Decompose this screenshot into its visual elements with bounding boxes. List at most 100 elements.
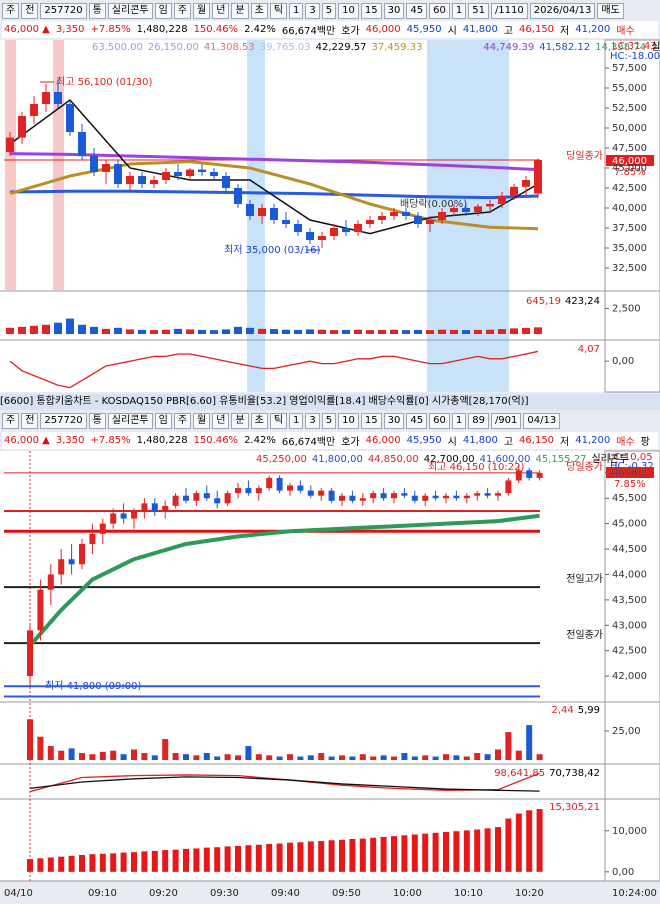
legend-entry: 45,155,27 — [536, 454, 587, 465]
legend-entry: 63,500.00 — [92, 42, 143, 53]
price-box — [606, 155, 654, 166]
toolbar-button[interactable]: 초 — [250, 412, 268, 429]
toolbar-button[interactable]: 통 — [88, 2, 106, 19]
toolbar-button[interactable]: 임 — [154, 2, 172, 19]
toolbar-button[interactable]: 15 — [360, 2, 382, 19]
toolbar-button[interactable]: 1 — [289, 412, 304, 429]
toolbar-button[interactable]: 10 — [338, 2, 359, 19]
toolbar-button[interactable]: 월 — [193, 2, 211, 19]
bar — [462, 330, 470, 334]
toolbar-button[interactable]: 3 — [305, 412, 320, 429]
toolbar-button[interactable]: 51 — [468, 2, 489, 19]
candle-body — [378, 216, 386, 220]
toolbar-button[interactable]: 2026/04/13 — [529, 2, 596, 19]
toolbar-button[interactable]: 실리콘투 — [107, 2, 153, 19]
legend-entry: 43,982.48 — [427, 42, 478, 53]
candle-body — [131, 510, 137, 519]
toolbar-button[interactable]: 매도 — [597, 2, 624, 19]
bar — [422, 833, 429, 872]
bottom-plot-bg — [0, 451, 605, 881]
bar — [258, 328, 266, 334]
candle-body — [214, 498, 221, 504]
candle-body — [6, 137, 14, 152]
toolbar-button[interactable]: 주 — [2, 2, 20, 19]
candle-body — [27, 630, 33, 677]
candle-body — [342, 228, 350, 232]
toolbar-button[interactable]: 틱 — [269, 2, 288, 19]
toolbar-button[interactable]: 5 — [321, 2, 337, 19]
toolbar-button[interactable]: 257720 — [40, 412, 87, 429]
toolbar-button[interactable]: 초 — [250, 2, 268, 19]
time-label: 10:00 — [393, 888, 422, 899]
candle-body — [126, 176, 134, 184]
legend-entry: 14,338.74 — [595, 42, 646, 53]
toolbar-button[interactable]: 년 — [212, 2, 230, 19]
bar — [282, 329, 290, 334]
bar — [422, 755, 429, 760]
toolbar-button[interactable]: 5 — [321, 412, 337, 429]
candle-body — [453, 495, 460, 499]
toolbar-button[interactable]: 1 — [451, 412, 467, 429]
toolbar-button[interactable]: 틱 — [269, 412, 288, 429]
toolbar-button[interactable]: 분 — [231, 2, 249, 19]
bar — [110, 853, 117, 872]
toolbar-button[interactable]: 30 — [383, 412, 405, 429]
toolbar-button[interactable]: 60 — [429, 412, 450, 429]
bar — [68, 748, 75, 760]
bar — [453, 755, 460, 760]
toolbar-button[interactable]: 년 — [212, 412, 230, 429]
toolbar-button[interactable]: 89 — [468, 412, 489, 429]
toolbar-button[interactable]: 10 — [338, 412, 359, 429]
legend-entry: 실리콘투 — [591, 453, 628, 465]
toolbar-button[interactable]: 45 — [406, 2, 428, 19]
y-tick-label: 37,500 — [612, 223, 647, 234]
toolbar-button[interactable]: 1 — [289, 2, 304, 19]
toolbar-button[interactable]: 분 — [231, 412, 249, 429]
toolbar-button[interactable]: 257720 — [40, 2, 87, 19]
toolbar-button[interactable]: 60 — [429, 2, 450, 19]
bar — [474, 829, 481, 872]
toolbar-button[interactable]: 월 — [193, 412, 211, 429]
toolbar-button[interactable]: /901 — [490, 412, 522, 429]
candle-body — [526, 470, 533, 478]
bar — [141, 753, 148, 760]
bar — [349, 756, 356, 760]
y-tick-label: 55,000 — [612, 83, 647, 94]
toolbar-button[interactable]: 주 — [2, 412, 20, 429]
y-tick-label: 45,000 — [612, 519, 647, 530]
candle-body — [258, 208, 266, 216]
toolbar-button[interactable]: /1110 — [490, 2, 528, 19]
bar — [486, 329, 494, 334]
bar — [234, 326, 242, 334]
toolbar-button[interactable]: 1 — [451, 2, 467, 19]
y-tick-label: 2,500 — [612, 303, 641, 314]
toolbar-button[interactable]: 3 — [305, 2, 320, 19]
legend-entry: 37,459.33 — [372, 42, 423, 53]
toolbar-button[interactable]: 주 — [173, 2, 192, 19]
bar — [203, 847, 210, 872]
candle-body — [422, 495, 429, 501]
toolbar-button[interactable]: 04/13 — [523, 412, 561, 429]
toolbar-button[interactable]: 전 — [21, 412, 39, 429]
toolbar-button[interactable]: 30 — [383, 2, 405, 19]
info-field: 41,800 — [462, 24, 498, 35]
toolbar-button[interactable]: 45 — [406, 412, 428, 429]
bar — [453, 831, 460, 872]
bar — [474, 329, 482, 334]
toolbar-button[interactable]: 15 — [360, 412, 382, 429]
high-note: 최고 56,100 (01/30) — [56, 76, 152, 88]
high-note: 최고 46,150 (10:22) — [428, 461, 524, 473]
candle-body — [183, 495, 189, 501]
toolbar-button[interactable]: 주 — [173, 412, 192, 429]
candle-body — [294, 224, 302, 232]
candle-body — [282, 220, 290, 224]
bar — [484, 828, 491, 872]
indicator-line — [29, 776, 540, 792]
indicator-line — [9, 189, 539, 200]
toolbar-button[interactable]: 전 — [21, 2, 39, 19]
toolbar-button[interactable]: 실리콘투 — [107, 412, 153, 429]
toolbar-button[interactable]: 통 — [88, 412, 106, 429]
candle-body — [234, 188, 242, 204]
info-field: 46,150 — [519, 24, 555, 35]
toolbar-button[interactable]: 임 — [154, 412, 172, 429]
